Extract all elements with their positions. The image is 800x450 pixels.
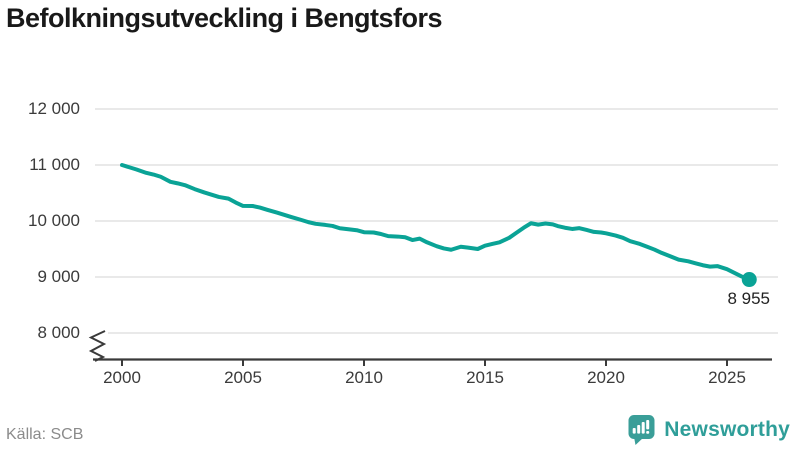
source-attribution: Källa: SCB [6, 426, 84, 443]
x-tick-label-2010: 2010 [345, 368, 383, 387]
x-tick-label-2005: 2005 [224, 368, 262, 387]
last-value-label: 8 955 [727, 289, 770, 308]
newsworthy-branding: Newsworthy [627, 413, 790, 446]
newsworthy-wordmark: Newsworthy [664, 417, 790, 441]
y-tick-label-11000: 11 000 [29, 155, 80, 174]
page-title: Befolkningsutveckling i Bengtsfors [6, 3, 443, 33]
y-tick-label-9000: 9 000 [37, 267, 80, 286]
x-tick-label-2015: 2015 [466, 368, 504, 387]
y-tick-label-8000: 8 000 [37, 323, 80, 342]
y-tick-label-10000: 10 000 [28, 211, 80, 230]
x-tick-label-2020: 2020 [587, 368, 625, 387]
y-tick-label-12000: 12 000 [28, 99, 80, 118]
newsworthy-logo-icon [628, 415, 655, 445]
x-tick-label-2025: 2025 [708, 368, 746, 387]
x-tick-label-2000: 2000 [103, 368, 141, 387]
